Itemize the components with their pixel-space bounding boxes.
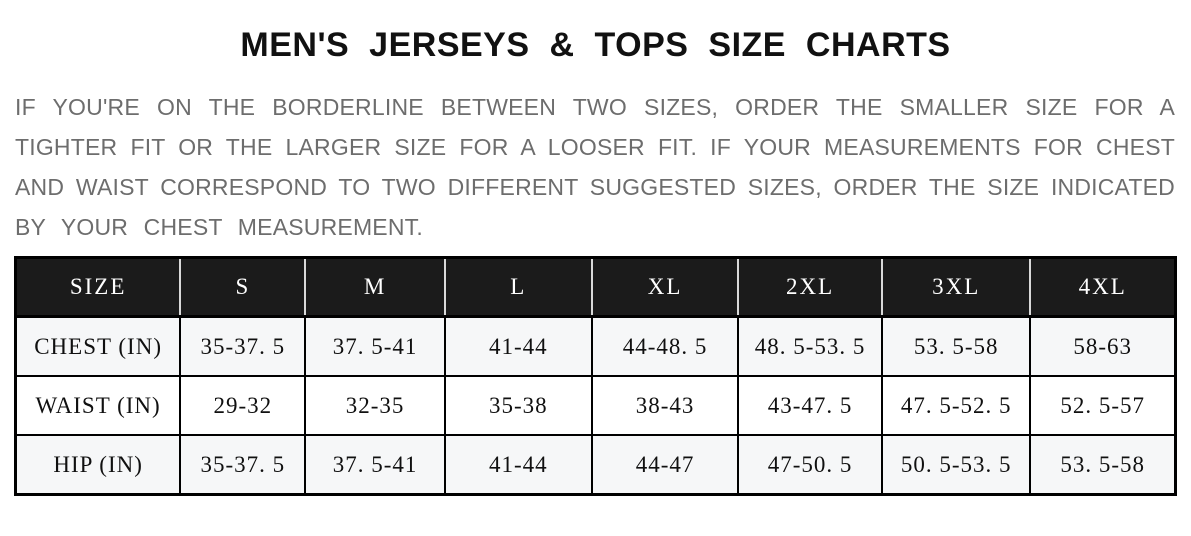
column-header-4xl: 4XL	[1030, 257, 1176, 318]
intro-line: AND WAIST CORRESPOND TO TWO DIFFERENT SU…	[15, 174, 1175, 200]
size-cell: 35-37. 5	[179, 434, 307, 496]
column-header-l: L	[444, 257, 593, 318]
row-label: WAIST (IN)	[14, 375, 182, 436]
size-cell: 38-43	[590, 375, 740, 436]
size-cell: 35-37. 5	[179, 315, 307, 377]
row-label: CHEST (IN)	[14, 315, 182, 377]
column-header-2xl: 2XL	[738, 257, 883, 318]
size-chart-table: SIZE S M L XL 2XL 3XL 4XL CHEST (IN) 35-37. 5 37.…	[14, 256, 1177, 496]
size-cell: 50. 5-53. 5	[880, 434, 1032, 496]
row-label: HIP (IN)	[14, 434, 182, 496]
size-cell: 43-47. 5	[737, 375, 883, 436]
table-row: WAIST (IN) 29-32 32-35 35-38 38-43 43-47. 5 47…	[14, 375, 1177, 436]
intro-line: TIGHTER FIT OR THE LARGER SIZE FOR A LOO…	[15, 134, 1175, 160]
intro-line: IF YOU'RE ON THE BORDERLINE BETWEEN TWO …	[15, 94, 1175, 120]
size-chart-header-row: SIZE S M L XL 2XL 3XL 4XL	[15, 257, 1176, 318]
column-header-xl: XL	[591, 257, 740, 318]
size-cell: 44-48. 5	[590, 315, 740, 377]
size-cell: 53. 5-58	[880, 315, 1032, 377]
size-cell: 47. 5-52. 5	[880, 375, 1032, 436]
page-title: MEN'S JERSEYS & TOPS SIZE CHARTS	[240, 26, 951, 64]
column-header-3xl: 3XL	[881, 257, 1032, 318]
size-cell: 58-63	[1029, 315, 1177, 377]
size-cell: 48. 5-53. 5	[737, 315, 883, 377]
size-cell: 44-47	[590, 434, 740, 496]
size-cell: 37. 5-41	[304, 434, 446, 496]
column-header-m: M	[305, 257, 446, 318]
size-cell: 32-35	[304, 375, 446, 436]
size-cell: 37. 5-41	[304, 315, 446, 377]
column-header-s: S	[180, 257, 307, 318]
intro-line: BY YOUR CHEST MEASUREMENT.	[15, 214, 423, 240]
size-cell: 29-32	[179, 375, 307, 436]
size-cell: 47-50. 5	[737, 434, 883, 496]
column-header-size: SIZE	[15, 257, 182, 318]
size-cell: 41-44	[443, 434, 593, 496]
size-cell: 35-38	[443, 375, 593, 436]
size-cell: 53. 5-58	[1029, 434, 1177, 496]
intro-paragraph: IF YOU'RE ON THE BORDERLINE BETWEEN TWO …	[15, 87, 1175, 247]
size-cell: 52. 5-57	[1029, 375, 1177, 436]
table-row: HIP (IN) 35-37. 5 37. 5-41 41-44 44-47 47-50.…	[14, 434, 1177, 496]
size-cell: 41-44	[443, 315, 593, 377]
